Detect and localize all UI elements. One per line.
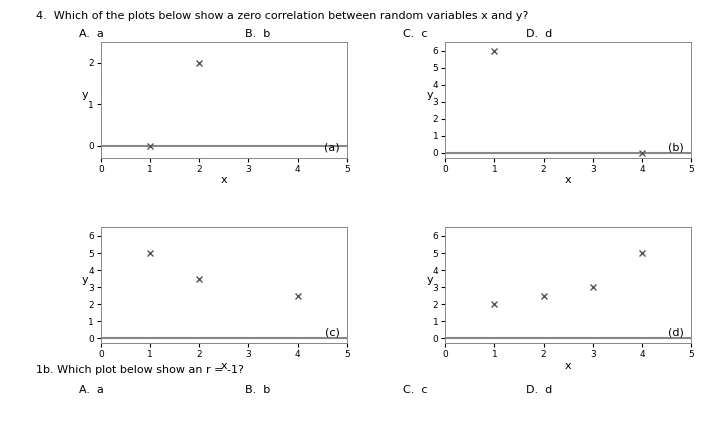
Y-axis label: y: y — [426, 276, 433, 285]
Text: (a): (a) — [324, 142, 339, 152]
Text: A.  a: A. a — [79, 385, 104, 396]
Text: D.  d: D. d — [526, 385, 552, 396]
Text: C.  c: C. c — [403, 29, 428, 39]
Y-axis label: y: y — [82, 276, 89, 285]
Text: A.  a: A. a — [79, 29, 104, 39]
Text: B.  b: B. b — [245, 29, 270, 39]
X-axis label: x: x — [565, 361, 572, 371]
Text: (c): (c) — [325, 327, 339, 338]
X-axis label: x: x — [220, 175, 227, 185]
Text: D.  d: D. d — [526, 29, 552, 39]
Y-axis label: y: y — [426, 90, 433, 100]
Text: (d): (d) — [668, 327, 684, 338]
X-axis label: x: x — [220, 361, 227, 371]
Text: C.  c: C. c — [403, 385, 428, 396]
Text: B.  b: B. b — [245, 385, 270, 396]
Text: 1b. Which plot below show an r = -1?: 1b. Which plot below show an r = -1? — [36, 365, 244, 376]
Y-axis label: y: y — [82, 90, 89, 100]
Text: 4.  Which of the plots below show a zero correlation between random variables x : 4. Which of the plots below show a zero … — [36, 11, 528, 21]
X-axis label: x: x — [565, 175, 572, 185]
Text: (b): (b) — [668, 142, 684, 152]
